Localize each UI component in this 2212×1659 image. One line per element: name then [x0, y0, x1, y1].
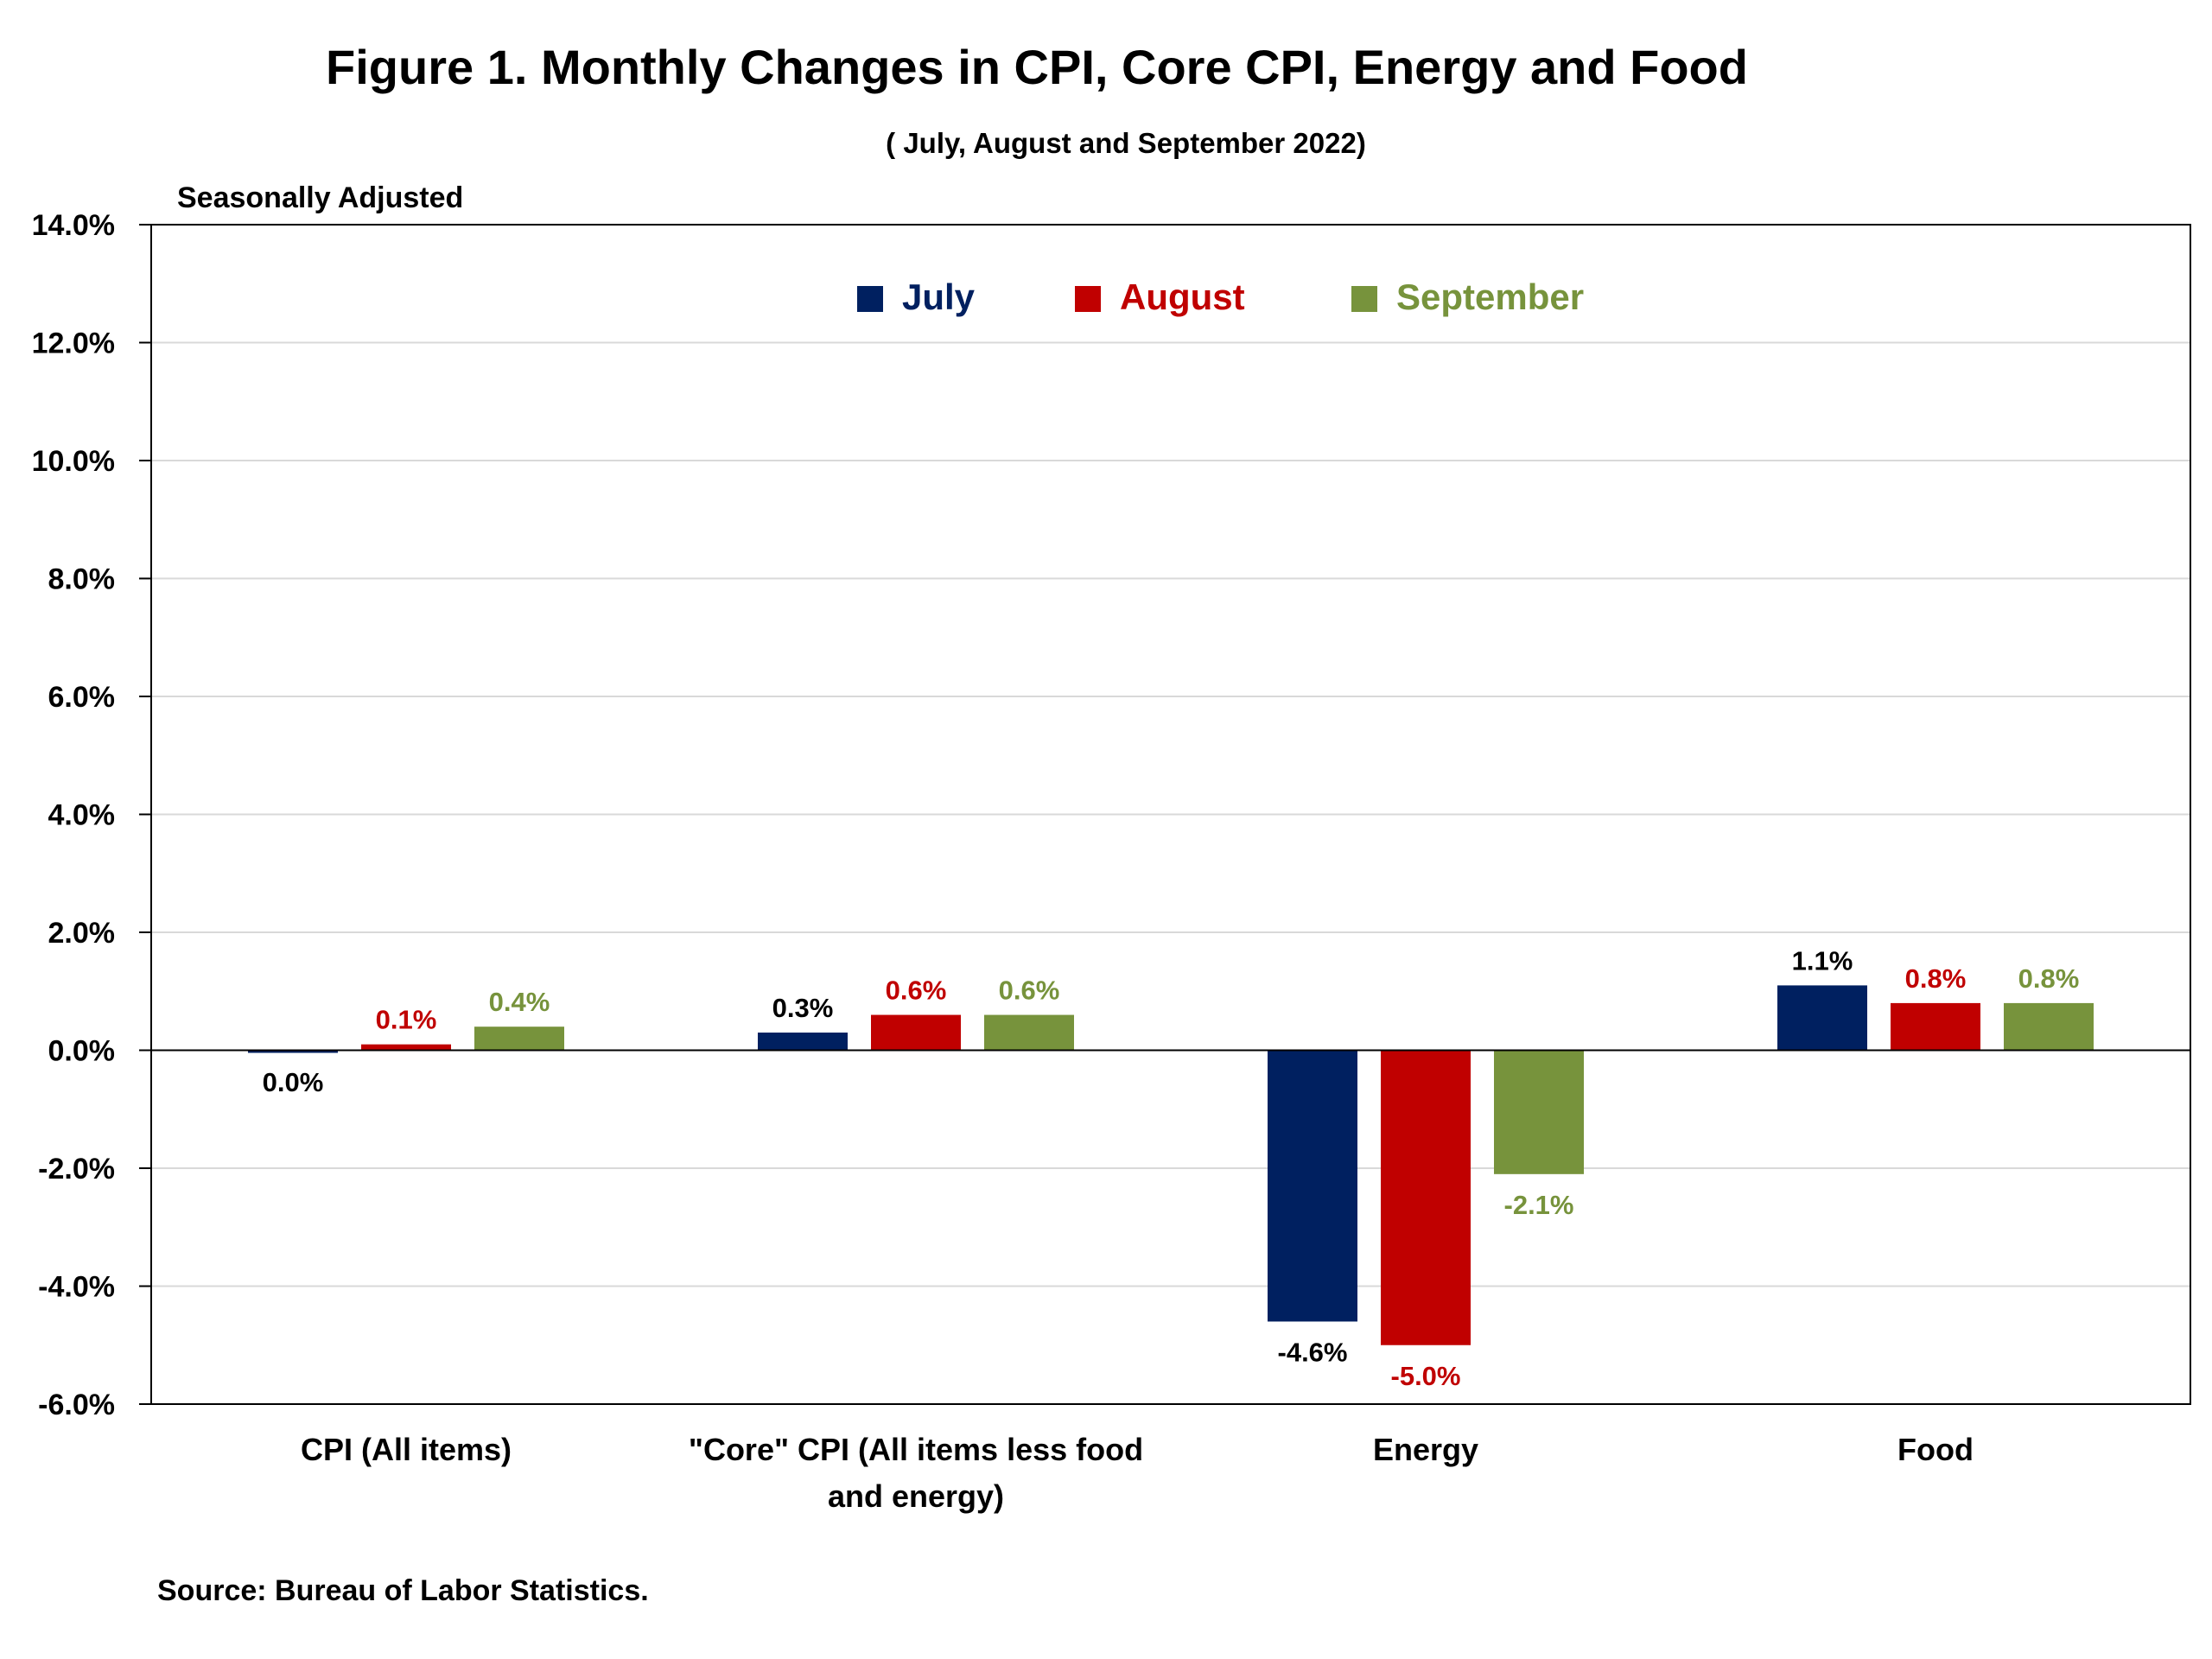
y-tick-labels: -6.0% -4.0% -2.0% 0.0% 2.0% 4.0% 6.0% 8.0% 10.0%…	[32, 209, 115, 1421]
category-label: CPI (All items)	[301, 1432, 512, 1467]
y-tick-label: -6.0%	[38, 1389, 115, 1421]
legend-swatch-july	[857, 286, 883, 312]
data-labels: 0.0% 0.3% -4.6% 1.1% 0.1% 0.6% -5.0% 0.8% 0.4% 0.…	[263, 945, 2080, 1390]
bar-august	[871, 1014, 961, 1051]
data-label: 0.6%	[999, 976, 1060, 1006]
data-label: 1.1%	[1792, 945, 1853, 976]
bar-september	[2004, 1002, 2094, 1051]
data-label: 0.1%	[376, 1005, 437, 1035]
bar-september	[984, 1014, 1074, 1051]
y-tick-label: 6.0%	[48, 681, 116, 714]
y-axis-note: Seasonally Adjusted	[177, 181, 463, 214]
data-label: 0.3%	[772, 993, 834, 1023]
data-label: -2.1%	[1504, 1190, 1574, 1220]
y-tick-label: 0.0%	[48, 1035, 116, 1068]
chart-subtitle: ( July, August and September 2022)	[886, 127, 1366, 159]
category-label: Energy	[1373, 1432, 1478, 1467]
data-label: 0.8%	[2018, 963, 2080, 994]
y-tick-label: 4.0%	[48, 799, 116, 832]
legend-label-september: September	[1396, 276, 1584, 317]
source-note: Source: Bureau of Labor Statistics.	[157, 1574, 649, 1607]
gridlines	[151, 341, 2190, 1287]
bar-july	[1777, 985, 1867, 1051]
y-tick-label: 12.0%	[32, 327, 115, 360]
data-label: 0.0%	[263, 1067, 324, 1097]
bar-september	[1494, 1050, 1584, 1174]
bar-august	[1891, 1002, 1980, 1051]
bar-july	[758, 1033, 848, 1051]
axes	[139, 224, 2191, 1405]
category-label: "Core" CPI (All items less food	[689, 1432, 1143, 1467]
legend: July August September	[857, 276, 1584, 317]
plot-border	[150, 224, 2191, 1405]
category-label: and energy)	[828, 1478, 1004, 1514]
y-tick-label: 14.0%	[32, 209, 115, 242]
category-labels: CPI (All items) "Core" CPI (All items les…	[301, 1432, 1974, 1514]
data-label: 0.4%	[489, 987, 550, 1017]
bars	[248, 985, 2094, 1345]
legend-label-august: August	[1120, 276, 1245, 317]
category-label: Food	[1897, 1432, 1974, 1467]
y-tick-label: 10.0%	[32, 445, 115, 478]
bar-september	[474, 1027, 564, 1051]
data-label: -5.0%	[1391, 1361, 1461, 1391]
bar-august	[1381, 1050, 1471, 1345]
y-tick-label: -2.0%	[38, 1153, 115, 1185]
y-tick-label: 2.0%	[48, 917, 116, 950]
y-tick-label: -4.0%	[38, 1271, 115, 1304]
bar-july	[248, 1050, 338, 1053]
legend-label-july: July	[902, 276, 976, 317]
legend-swatch-august	[1075, 286, 1101, 312]
data-label: -4.6%	[1278, 1337, 1348, 1367]
bar-july	[1268, 1050, 1357, 1322]
data-label: 0.6%	[886, 976, 947, 1006]
data-label: 0.8%	[1905, 963, 1967, 994]
y-tick-label: 8.0%	[48, 563, 116, 596]
chart-title: Figure 1. Monthly Changes in CPI, Core C…	[326, 40, 1748, 94]
bar-august	[361, 1044, 451, 1051]
legend-swatch-september	[1351, 286, 1377, 312]
